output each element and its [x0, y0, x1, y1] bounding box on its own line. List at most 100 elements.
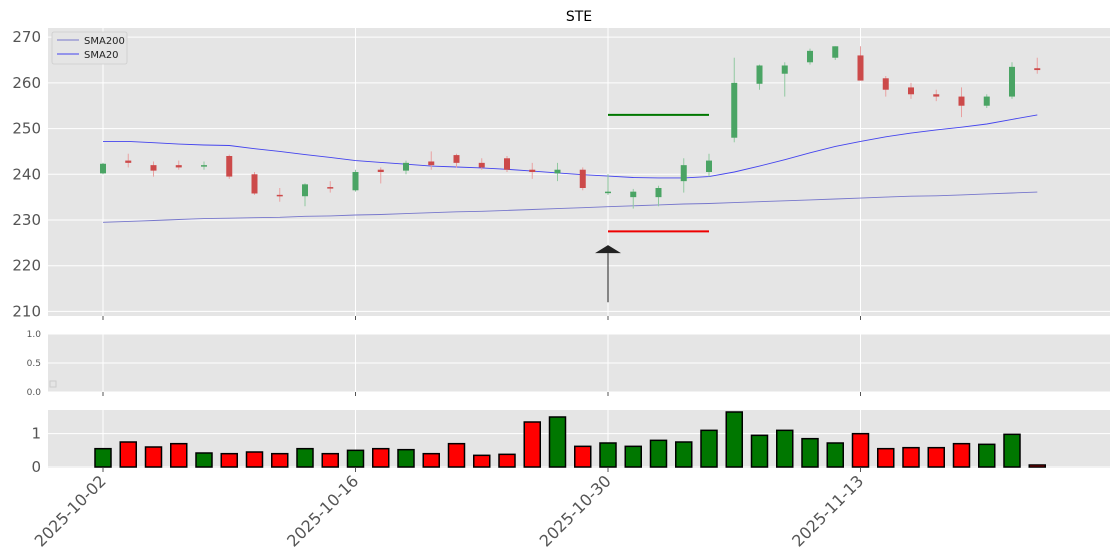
candle	[680, 158, 687, 193]
date-tick-label: 2025-10-30	[536, 471, 615, 550]
candlesticks	[100, 46, 1041, 209]
candle	[756, 64, 763, 90]
volume-bar	[498, 453, 516, 468]
candle	[125, 153, 132, 168]
volume-bar	[700, 429, 718, 468]
volume-bar	[296, 447, 314, 468]
candle	[983, 94, 990, 108]
candle	[655, 185, 662, 207]
sma-line-sma20	[103, 114, 1038, 179]
candle-body	[352, 172, 359, 191]
candle	[403, 160, 409, 175]
candle	[428, 151, 435, 170]
price-tick-label: 260	[12, 74, 41, 92]
candle-body	[226, 156, 233, 177]
candle-body	[100, 163, 106, 174]
price-tick-label: 220	[12, 257, 41, 275]
candle-body	[655, 188, 662, 198]
candle-body	[958, 96, 965, 106]
candle-body	[983, 96, 990, 106]
legend-label-sma20: SMA20	[84, 50, 119, 61]
candle	[605, 174, 611, 195]
candle-body	[251, 174, 258, 194]
volume-bar	[321, 452, 339, 468]
chart-title: STE	[566, 9, 592, 25]
candle-body	[882, 78, 889, 90]
candle-body	[1009, 66, 1015, 97]
volume-bar	[801, 437, 819, 468]
date-tick-label: 2025-10-16	[283, 471, 362, 550]
volume-bars	[94, 411, 1046, 468]
candle	[857, 46, 864, 81]
volume-bar	[649, 439, 668, 468]
candle	[251, 172, 258, 195]
candle-body	[933, 94, 940, 97]
price-tick-label: 270	[12, 28, 41, 46]
candle	[175, 160, 182, 170]
volume-tick-label: 0	[31, 458, 41, 476]
candle	[554, 162, 561, 182]
candle-body	[276, 194, 283, 197]
candle-body	[554, 169, 561, 174]
candle-body	[630, 191, 637, 198]
volume-bar	[220, 452, 238, 468]
candle-body	[680, 165, 687, 182]
volume-bar	[271, 452, 289, 468]
candle	[832, 46, 839, 60]
volume-bar	[170, 442, 188, 468]
volume-bar	[195, 452, 213, 468]
candle-body	[478, 162, 485, 168]
candle	[706, 153, 712, 177]
candle-body	[529, 169, 536, 172]
candle	[958, 87, 965, 118]
candle	[201, 161, 207, 170]
volume-bar	[119, 441, 137, 468]
candle	[100, 162, 106, 175]
candle-body	[453, 155, 460, 163]
candle	[630, 188, 637, 209]
indicator-marker	[49, 380, 57, 388]
volume-bar	[245, 451, 264, 468]
volume-axis: 01	[31, 425, 41, 476]
candle-body	[731, 82, 738, 138]
price-axis: 210 220 230 240 250 260 270	[12, 28, 41, 320]
candle	[529, 162, 536, 179]
candle	[453, 153, 460, 168]
volume-bar	[447, 442, 466, 468]
volume-bar	[877, 447, 895, 468]
volume-bar	[473, 454, 491, 468]
volume-bar	[851, 432, 870, 468]
volume-bar	[675, 441, 693, 468]
volume-bar	[978, 443, 996, 468]
candle-body	[579, 169, 586, 188]
indicator-axis: 0.0 0.5 1.0	[27, 330, 42, 398]
legend: SMA200 SMA20	[51, 31, 128, 65]
volume-bar	[725, 411, 743, 468]
candle	[908, 82, 914, 99]
candle-body	[1034, 68, 1041, 71]
candle	[1009, 62, 1015, 99]
candle	[276, 188, 283, 202]
indicator-tick-label: 0.5	[27, 359, 41, 369]
candle	[731, 57, 738, 143]
price-tick-label: 240	[12, 165, 41, 183]
candle-body	[125, 160, 132, 163]
volume-bar	[624, 445, 642, 468]
candle	[327, 181, 334, 193]
volume-bar	[574, 445, 592, 468]
candle	[302, 183, 308, 207]
candle	[807, 48, 813, 65]
volume-bar	[952, 442, 971, 468]
volume-bar	[902, 446, 920, 468]
candle-body	[857, 55, 864, 81]
date-tick-label: 2025-10-02	[31, 471, 110, 550]
volume-bar	[927, 446, 945, 468]
candle	[226, 154, 233, 179]
candle	[781, 62, 788, 97]
price-panel-background	[48, 28, 1110, 316]
candle-body	[201, 165, 207, 167]
candle-body	[504, 158, 510, 170]
indicator-tick-label: 1.0	[27, 330, 42, 340]
candle-body	[302, 184, 308, 197]
